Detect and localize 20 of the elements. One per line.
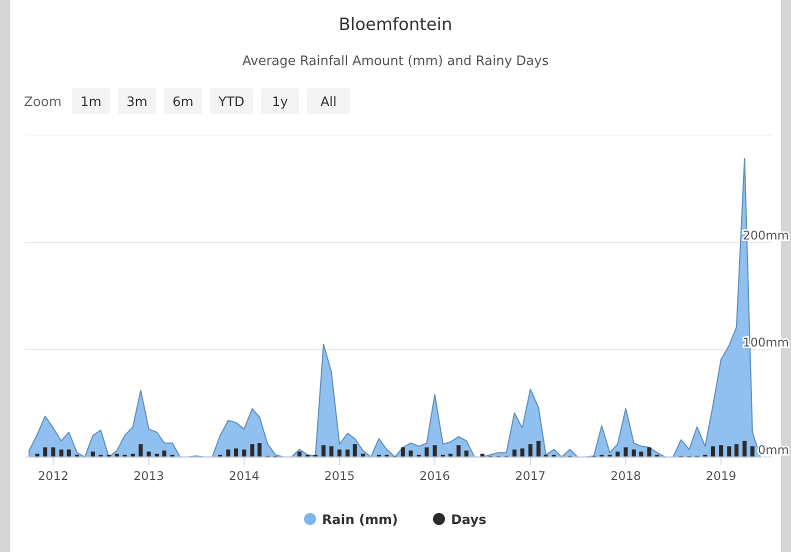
zoom-button: 1m (72, 88, 110, 114)
zoom-button: 3m (118, 88, 156, 114)
x-tick-label: 2018 (610, 469, 642, 483)
zoom-button: 1y (261, 88, 299, 114)
x-tick-label: 2012 (38, 469, 68, 483)
x-tick-label: 2014 (228, 469, 260, 483)
chart-title: Bloemfontein (338, 15, 452, 35)
zoom-button: 6m (164, 88, 202, 114)
x-tick-label: 2017 (515, 469, 546, 483)
legend-label: Days (451, 513, 487, 528)
x-tick-label: 2019 (706, 469, 736, 483)
text: Zoom (24, 95, 62, 110)
zoom-button: YTD (210, 88, 253, 114)
zoom-button: All (307, 88, 350, 114)
x-tick-label: 2015 (324, 469, 355, 483)
legend-label: Rain (mm) (322, 513, 398, 528)
chart-subtitle: Average Rainfall Amount (mm) and Rainy Days (242, 54, 549, 69)
x-tick-label: 2016 (420, 469, 450, 483)
y-tick-label: 0mm (758, 443, 789, 457)
x-tick-label: 2013 (134, 469, 164, 483)
